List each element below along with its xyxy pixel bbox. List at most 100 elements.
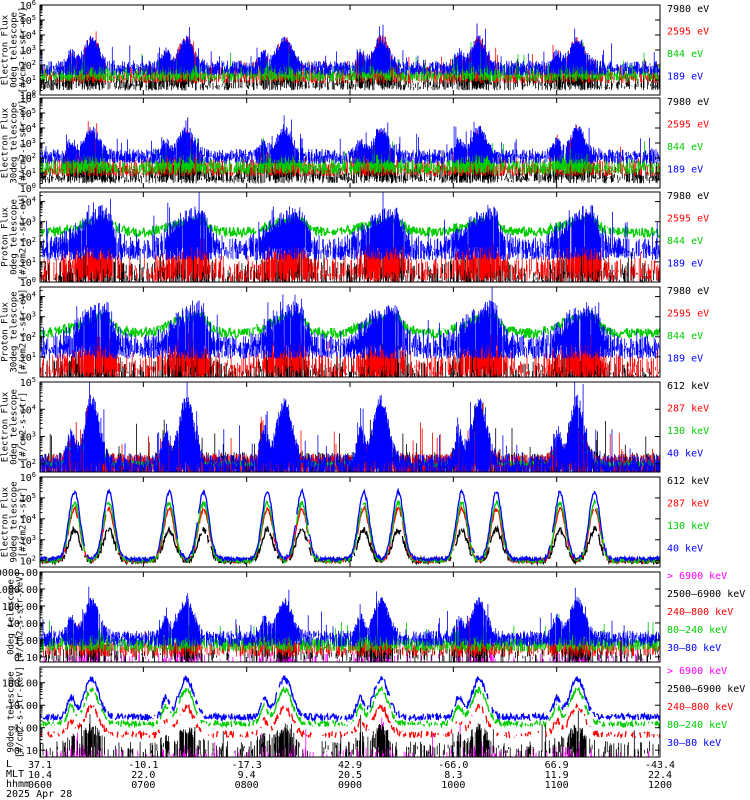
legend-entry: 287 keV bbox=[667, 404, 709, 415]
y-axis-label-line: TED bbox=[0, 324, 2, 340]
x-tick-label-mlt: 8.3 bbox=[444, 770, 462, 781]
series--6900-kev bbox=[45, 717, 659, 757]
panel-data bbox=[40, 115, 660, 184]
y-tick-label: 103 bbox=[20, 137, 36, 150]
x-tick-label-hhmm: 0600 bbox=[28, 780, 52, 791]
x-tick-label-l: -66.0 bbox=[438, 760, 468, 771]
panel-data bbox=[40, 23, 660, 91]
y-tick-label: 100.00 bbox=[2, 679, 38, 690]
y-axis-label-line: Electron Flux bbox=[1, 391, 11, 462]
y-axis-label-line: Electron Flux bbox=[1, 107, 11, 178]
y-axis-label-line: [#/cm2-s-str] bbox=[19, 392, 29, 462]
x-tick-label-l: -43.4 bbox=[645, 760, 675, 771]
series-40-kev bbox=[40, 487, 660, 564]
series-240-800-kev bbox=[40, 702, 660, 740]
legend-entry: 40 keV bbox=[667, 449, 703, 460]
x-tick-label-mlt: 10.4 bbox=[28, 770, 52, 781]
x-tick-label-hhmm: 0900 bbox=[338, 780, 362, 791]
legend-entry: 189 eV bbox=[667, 259, 703, 270]
y-tick-label: 10000.00 bbox=[0, 568, 38, 579]
y-axis-label-line: TED bbox=[0, 229, 2, 245]
legend-entry: 7980 eV bbox=[667, 191, 709, 202]
y-axis-label-line: TED bbox=[0, 135, 2, 151]
y-tick-label: 106 bbox=[20, 92, 36, 105]
y-tick-label: 105 bbox=[20, 14, 36, 27]
y-tick-label: 101 bbox=[20, 167, 36, 180]
legend-entry: 2595 eV bbox=[667, 309, 709, 320]
y-tick-label: 104 bbox=[20, 122, 36, 135]
y-tick-label: 103 bbox=[20, 216, 36, 229]
legend-entry: 2500–6900 keV bbox=[667, 684, 745, 695]
legend-entry: 844 eV bbox=[667, 142, 703, 153]
legend-entry: 844 eV bbox=[667, 236, 703, 247]
series-30-80-kev bbox=[40, 586, 660, 647]
y-tick-label: 105 bbox=[20, 107, 36, 120]
y-tick-label: 102 bbox=[20, 152, 36, 165]
y-axis-label-line: Proton Flux bbox=[1, 207, 11, 267]
y-axis-label-line: MEPED bbox=[0, 508, 2, 535]
y-tick-label: 103 bbox=[20, 44, 36, 57]
y-tick-label: 103 bbox=[20, 431, 36, 444]
legend-entry: 2595 eV bbox=[667, 120, 709, 131]
legend-entry: > 6900 keV bbox=[667, 571, 727, 582]
y-axis-label-line: [#/cm2-s-str-eV] bbox=[19, 194, 29, 281]
y-tick-label: 102 bbox=[20, 331, 36, 344]
y-tick-label: 100.00 bbox=[2, 602, 38, 613]
y-axis-label-line: Proton Flux bbox=[1, 302, 11, 362]
legend-entry: 189 eV bbox=[667, 354, 703, 365]
y-axis-label-line: TED bbox=[0, 42, 2, 58]
legend-entry: 240–800 keV bbox=[667, 702, 733, 713]
y-axis-label-line: 0deg telescope bbox=[10, 12, 20, 88]
legend-entry: 30–80 keV bbox=[667, 738, 721, 749]
y-tick-label: 102 bbox=[20, 555, 36, 568]
y-tick-label: 102 bbox=[20, 236, 36, 249]
y-axis-label-line: 90deg telescope bbox=[10, 481, 20, 562]
x-row-label-l: L bbox=[6, 759, 13, 770]
y-axis-label-line: [#/cm2-s-str] bbox=[19, 487, 29, 557]
x-tick-label-hhmm: 1000 bbox=[441, 780, 465, 791]
x-tick-label-mlt: 22.4 bbox=[648, 770, 672, 781]
panel-data bbox=[40, 192, 660, 282]
x-row-label-mlt: MLT bbox=[6, 769, 25, 780]
y-tick-label: 104 bbox=[20, 513, 36, 526]
y-axis-label-line: MEPED bbox=[0, 413, 2, 440]
y-tick-label: 10.00 bbox=[8, 701, 38, 712]
y-axis-label-line: Electron Flux bbox=[1, 14, 11, 85]
panel-ted-electron-0: 100 101 102 103 104 105 106 TEDElectron Flux0de… bbox=[0, 0, 709, 102]
legend-entry: 612 keV bbox=[667, 381, 709, 392]
panel-data bbox=[40, 487, 660, 567]
series-2595-ev bbox=[40, 215, 660, 282]
y-tick-label: 103 bbox=[20, 534, 36, 547]
panel-ted-electron-30: 100 101 102 103 104 105 106 TEDElectron Flux30d… bbox=[0, 92, 709, 195]
y-tick-label: 104 bbox=[20, 196, 36, 209]
series-80-240-kev bbox=[40, 685, 660, 729]
x-tick-label-hhmm: 0800 bbox=[235, 780, 259, 791]
y-axis-label-line: [#/cm2-s-str-eV] bbox=[19, 7, 29, 94]
legend-entry: 2595 eV bbox=[667, 27, 709, 38]
date-label: 2025 Apr 28 bbox=[6, 789, 73, 800]
y-tick-label: 106 bbox=[20, 0, 36, 12]
y-tick-label: 100 bbox=[20, 89, 36, 102]
y-tick-label: 100 bbox=[20, 182, 36, 195]
panel-frame bbox=[39, 476, 661, 568]
x-tick-label-l: -17.3 bbox=[232, 760, 262, 771]
x-tick-label-hhmm: 1200 bbox=[648, 780, 672, 791]
y-axis-label-line: 0deg telescope bbox=[7, 579, 17, 655]
y-tick-label: 102 bbox=[20, 59, 36, 72]
y-axis-label-line: 90deg telescope bbox=[7, 671, 17, 752]
series-189-ev bbox=[40, 287, 660, 359]
series-189-ev bbox=[40, 115, 660, 164]
legend-entry: 80–240 keV bbox=[667, 625, 727, 636]
x-tick-label-l: 66.9 bbox=[545, 760, 569, 771]
legend-entry: 189 eV bbox=[667, 165, 703, 176]
x-tick-label-mlt: 9.4 bbox=[238, 770, 256, 781]
series-40-kev bbox=[40, 382, 660, 472]
y-tick-label: 106 bbox=[20, 471, 36, 484]
series-189-ev bbox=[40, 192, 660, 261]
